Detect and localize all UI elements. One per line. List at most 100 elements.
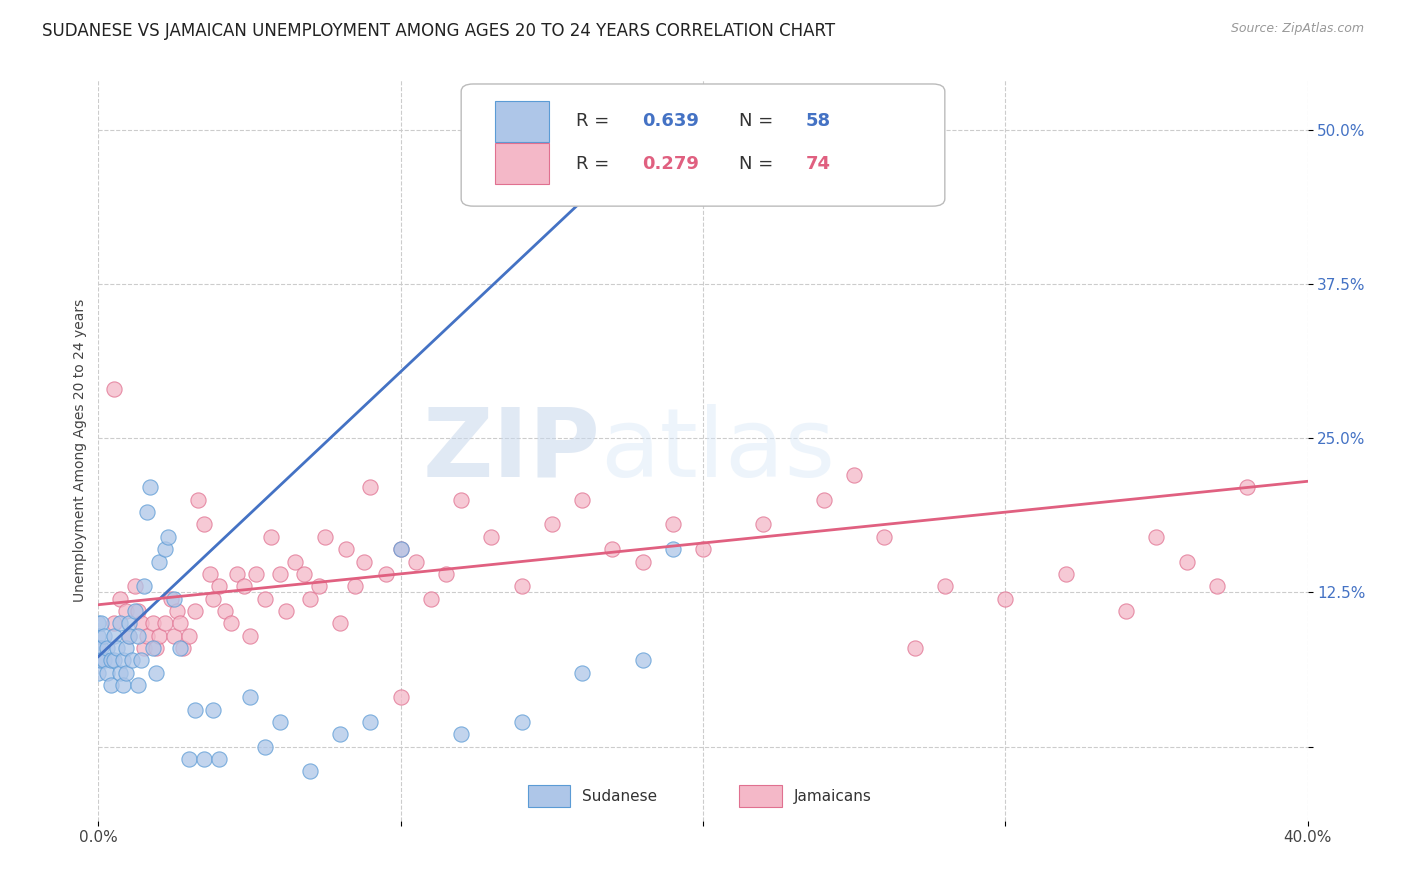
Point: [571, 492, 593, 507]
Point: [214, 604, 236, 618]
Text: R =: R =: [576, 155, 614, 173]
Point: [108, 591, 131, 606]
Point: [129, 653, 152, 667]
Point: [934, 579, 956, 593]
Point: [226, 566, 249, 581]
Point: [299, 591, 322, 606]
Text: 0.279: 0.279: [643, 155, 699, 173]
Text: Sudanese: Sudanese: [582, 789, 657, 804]
Point: [127, 678, 149, 692]
Text: N =: N =: [740, 155, 779, 173]
Point: [904, 640, 927, 655]
Point: [153, 616, 176, 631]
Point: [105, 640, 128, 655]
Point: [87, 640, 110, 655]
Point: [232, 579, 254, 593]
Point: [329, 727, 352, 741]
Point: [90, 640, 112, 655]
Point: [163, 629, 186, 643]
Text: 58: 58: [806, 112, 831, 130]
Point: [160, 591, 183, 606]
Point: [163, 591, 186, 606]
Point: [118, 629, 141, 643]
Point: [179, 629, 201, 643]
Point: [114, 604, 136, 618]
Point: [135, 505, 157, 519]
Point: [360, 714, 382, 729]
Point: [135, 629, 157, 643]
Point: [813, 492, 835, 507]
FancyBboxPatch shape: [461, 84, 945, 206]
Point: [103, 382, 125, 396]
Point: [299, 764, 322, 779]
Point: [129, 616, 152, 631]
Point: [510, 579, 533, 593]
Point: [114, 640, 136, 655]
Point: [172, 640, 194, 655]
Point: [193, 517, 215, 532]
Point: [184, 604, 207, 618]
Point: [994, 591, 1017, 606]
Point: [148, 629, 170, 643]
Point: [284, 555, 307, 569]
Point: [1115, 604, 1137, 618]
Point: [202, 591, 225, 606]
Point: [148, 555, 170, 569]
Point: [1054, 566, 1077, 581]
Point: [481, 530, 503, 544]
Text: Source: ZipAtlas.com: Source: ZipAtlas.com: [1230, 22, 1364, 36]
Point: [124, 604, 146, 618]
Point: [87, 616, 110, 631]
Point: [253, 739, 276, 754]
Point: [200, 566, 222, 581]
Point: [510, 714, 533, 729]
Point: [555, 147, 578, 161]
Point: [631, 555, 654, 569]
Point: [93, 629, 115, 643]
Point: [752, 517, 775, 532]
Y-axis label: Unemployment Among Ages 20 to 24 years: Unemployment Among Ages 20 to 24 years: [73, 299, 87, 602]
Point: [308, 579, 330, 593]
Point: [221, 616, 243, 631]
Point: [127, 629, 149, 643]
FancyBboxPatch shape: [495, 101, 550, 142]
Text: 0.639: 0.639: [643, 112, 699, 130]
Point: [145, 640, 167, 655]
Point: [145, 665, 167, 680]
Point: [187, 492, 209, 507]
Point: [118, 629, 141, 643]
Point: [269, 566, 291, 581]
Point: [90, 653, 112, 667]
Point: [118, 616, 141, 631]
Point: [661, 542, 683, 557]
Point: [873, 530, 896, 544]
Point: [193, 752, 215, 766]
Point: [96, 640, 118, 655]
Text: SUDANESE VS JAMAICAN UNEMPLOYMENT AMONG AGES 20 TO 24 YEARS CORRELATION CHART: SUDANESE VS JAMAICAN UNEMPLOYMENT AMONG …: [42, 22, 835, 40]
Point: [142, 616, 165, 631]
Point: [111, 653, 134, 667]
Point: [389, 542, 412, 557]
Point: [208, 579, 231, 593]
Point: [692, 542, 714, 557]
Point: [139, 481, 162, 495]
Point: [314, 530, 336, 544]
Point: [571, 665, 593, 680]
Point: [169, 616, 191, 631]
Point: [434, 566, 457, 581]
Point: [1144, 530, 1167, 544]
Point: [127, 604, 149, 618]
Point: [114, 665, 136, 680]
Point: [93, 653, 115, 667]
Point: [100, 678, 122, 692]
Point: [420, 591, 443, 606]
Point: [179, 752, 201, 766]
Point: [96, 665, 118, 680]
Point: [90, 616, 112, 631]
Point: [450, 727, 472, 741]
Point: [389, 542, 412, 557]
Point: [169, 640, 191, 655]
FancyBboxPatch shape: [495, 144, 550, 184]
Point: [103, 616, 125, 631]
Point: [260, 530, 283, 544]
